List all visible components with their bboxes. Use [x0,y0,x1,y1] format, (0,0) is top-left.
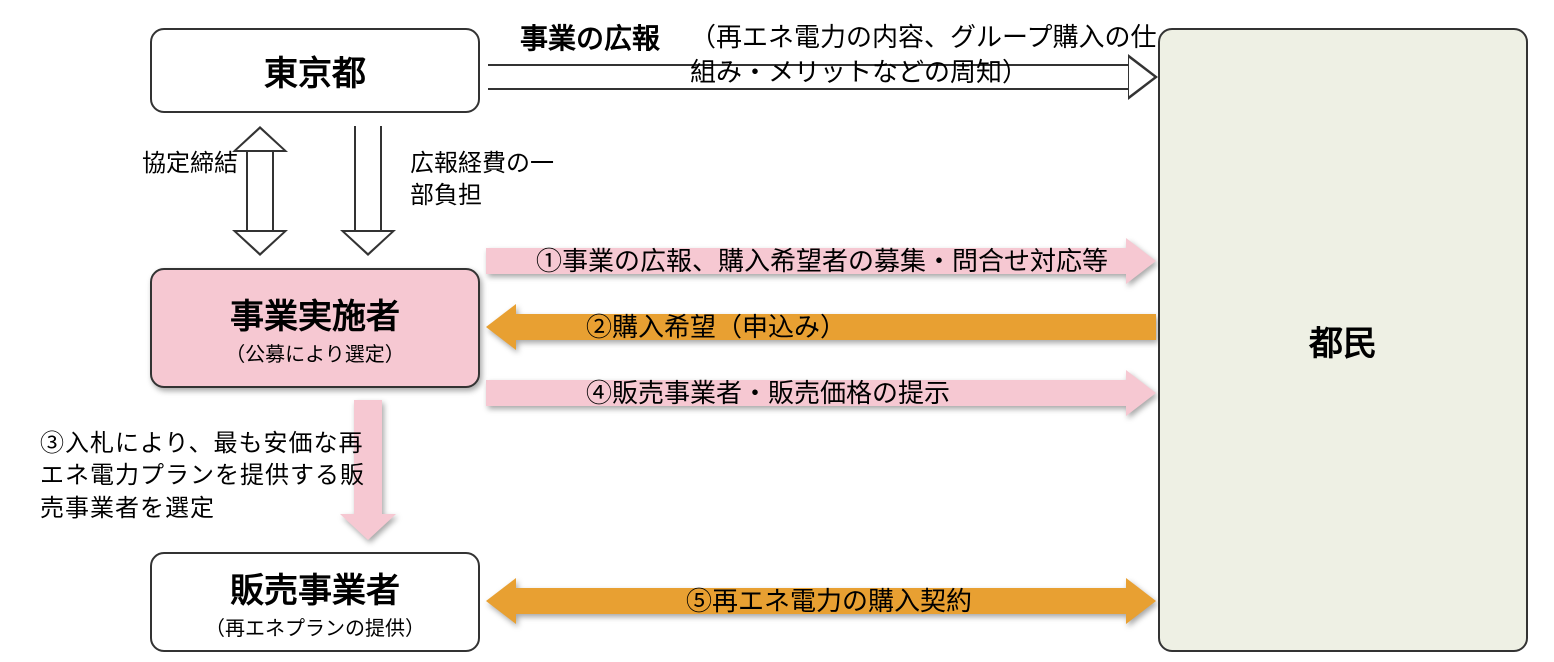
label-top-main: 事業の広報 [520,20,660,58]
node-citizen-title: 都民 [1309,316,1377,365]
label-agreement: 協定締結 [142,148,222,180]
node-seller-title: 販売事業者 [230,563,400,612]
node-seller: 販売事業者 （再エネプランの提供） [150,552,480,652]
label-step3: ③入札により、最も安価な再エネ電力プランを提供する販売事業者を選定 [40,428,370,525]
node-tokyo: 東京都 [150,28,480,113]
arrow-koho-cost [340,126,396,256]
label-step2: ②購入希望（申込み） [586,310,846,345]
label-step4: ④販売事業者・販売価格の提示 [586,376,950,411]
label-koho-cost: 広報経費の一部負担 [410,148,560,213]
label-step5: ⑤再エネ電力の購入契約 [686,584,972,619]
node-tokyo-title: 東京都 [264,46,366,95]
node-operator-subtitle: （公募により選定） [225,338,405,367]
label-step1: ①事業の広報、購入希望者の募集・問合せ対応等 [536,244,1108,279]
node-operator: 事業実施者 （公募により選定） [150,268,480,388]
node-citizen: 都民 [1158,28,1528,652]
label-top-sub: （再エネ電力の内容、グループ購入の仕組み・メリットなどの周知） [690,20,1170,90]
node-operator-title: 事業実施者 [230,289,400,338]
arrow-agreement [232,126,288,256]
node-seller-subtitle: （再エネプランの提供） [205,612,425,641]
